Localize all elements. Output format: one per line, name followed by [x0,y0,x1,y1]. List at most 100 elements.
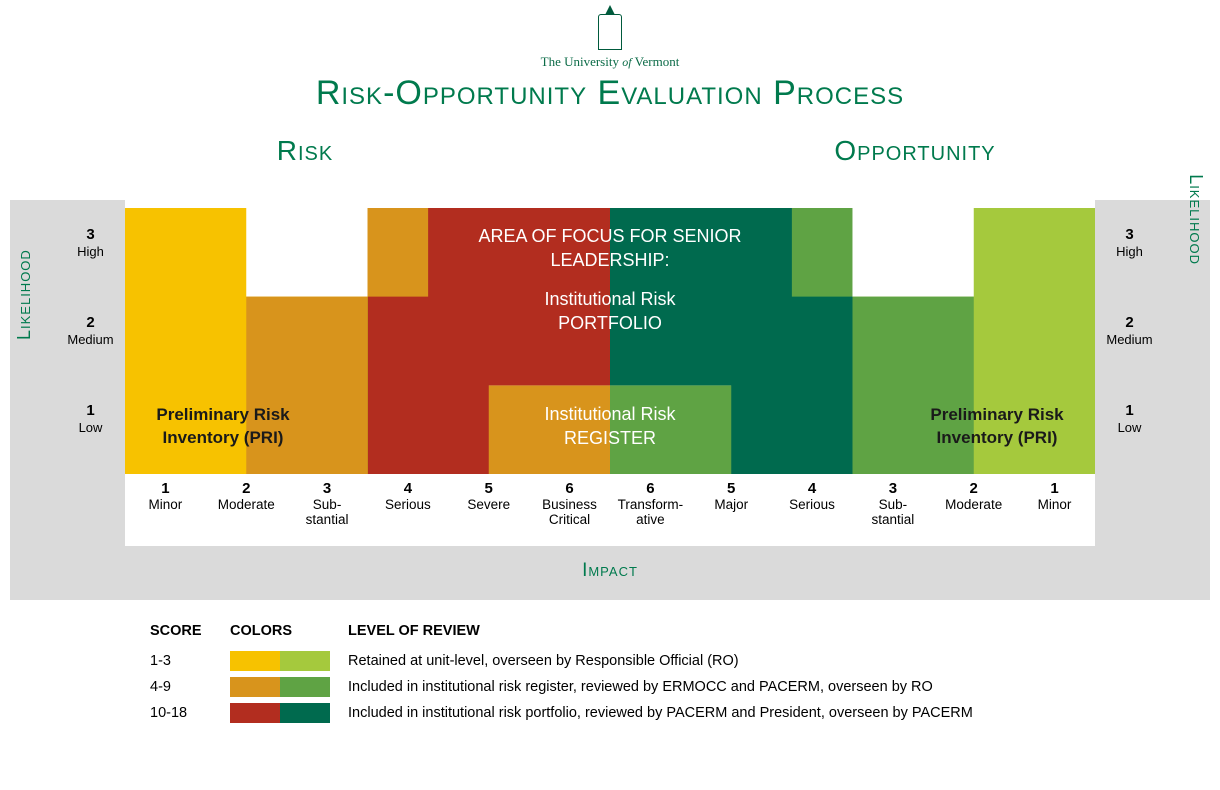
legend: SCORE COLORS LEVEL OF REVIEW 1-3 Retained… [140,618,973,726]
risk-heading: Risk [0,135,610,167]
x-tick-num: 1 [125,480,206,497]
y-tick-label: High [77,244,104,259]
y-tick-num: 2 [58,314,123,331]
legend-score-header: SCORE [140,623,230,639]
x-tick-label: Moderate [218,497,275,512]
y-axis-title-right: Likelihood [1185,174,1206,265]
x-tick-label: Severe [467,497,510,512]
legend-score: 1-3 [140,653,230,669]
x-tick-num: 5 [691,480,772,497]
y-tick-num: 3 [1097,226,1162,243]
y-axis-title-left: Likelihood [14,249,35,340]
y-tick-label: Medium [1106,332,1152,347]
x-tick: 1Minor [125,480,206,527]
y-tick: 3 High [1097,226,1162,259]
uvm-logo: The University of Vermont [0,14,1220,70]
legend-swatch [230,677,280,697]
y-tick: 2 Medium [1097,314,1162,347]
x-tick-num: 5 [448,480,529,497]
x-tick: 4Serious [367,480,448,527]
y-tick-label: Low [1118,420,1142,435]
portfolio-line: Institutional Risk [435,287,785,311]
opportunity-heading: Opportunity [610,135,1220,167]
pri-line: Inventory (PRI) [133,427,313,450]
legend-swatches [230,651,340,671]
legend-header-row: SCORE COLORS LEVEL OF REVIEW [140,618,973,644]
x-tick-label: Moderate [945,497,1002,512]
x-tick: 3Sub-stantial [852,480,933,527]
x-tick: 2Moderate [206,480,287,527]
x-tick: 6BusinessCritical [529,480,610,527]
y-tick: 3 High [58,226,123,259]
logo-tower-icon [598,14,622,50]
x-tick-label: Sub-stantial [871,497,914,527]
x-tick-num: 3 [852,480,933,497]
pri-line: Inventory (PRI) [907,427,1087,450]
legend-score: 4-9 [140,679,230,695]
legend-swatch [280,677,330,697]
x-tick-num: 2 [933,480,1014,497]
legend-score: 10-18 [140,705,230,721]
x-tick-label: BusinessCritical [542,497,597,527]
x-tick: 4Serious [772,480,853,527]
x-tick: 1Minor [1014,480,1095,527]
x-axis: 1Minor2Moderate3Sub-stantial4Serious5Sev… [125,480,1095,527]
x-tick-label: Minor [149,497,183,512]
university-name: The University of Vermont [541,54,680,70]
legend-desc: Retained at unit-level, overseen by Resp… [340,653,739,669]
legend-swatches [230,677,340,697]
section-headings: Risk Opportunity [0,135,1220,167]
x-tick-num: 4 [367,480,448,497]
y-tick: 1 Low [58,402,123,435]
x-axis-title: Impact [0,560,1220,582]
y-tick-label: High [1116,244,1143,259]
x-tick-label: Serious [385,497,431,512]
y-tick: 2 Medium [58,314,123,347]
x-tick-label: Serious [789,497,835,512]
register-label: Institutional Risk REGISTER [510,402,710,451]
y-tick: 1 Low [1097,402,1162,435]
legend-swatch [280,703,330,723]
x-tick-label: Minor [1038,497,1072,512]
page-title: Risk-Opportunity Evaluation Process [0,74,1220,113]
legend-swatches [230,703,340,723]
legend-level-header: LEVEL OF REVIEW [340,623,480,639]
legend-desc: Included in institutional risk register,… [340,679,933,695]
x-tick: 6Transform-ative [610,480,691,527]
y-tick-num: 3 [58,226,123,243]
y-tick-num: 1 [1097,402,1162,419]
y-tick-label: Low [79,420,103,435]
x-tick: 5Severe [448,480,529,527]
legend-row: 10-18Included in institutional risk port… [140,700,973,726]
register-line: REGISTER [510,426,710,450]
legend-row: 4-9 Included in institutional risk regist… [140,674,973,700]
portfolio-label: AREA OF FOCUS FOR SENIOR LEADERSHIP: Ins… [435,224,785,335]
legend-swatch [230,703,280,723]
portfolio-line: PORTFOLIO [435,311,785,335]
y-tick-label: Medium [67,332,113,347]
legend-swatch [230,651,280,671]
y-tick-num: 2 [1097,314,1162,331]
pri-risk-label: Preliminary Risk Inventory (PRI) [133,404,313,450]
header: The University of Vermont Risk-Opportuni… [0,0,1220,113]
pri-line: Preliminary Risk [133,404,313,427]
pri-opp-label: Preliminary Risk Inventory (PRI) [907,404,1087,450]
x-tick-label: Sub-stantial [306,497,349,527]
portfolio-line: AREA OF FOCUS FOR SENIOR [435,224,785,248]
legend-row: 1-3 Retained at unit-level, overseen by R… [140,648,973,674]
x-tick: 2Moderate [933,480,1014,527]
x-tick: 3Sub-stantial [287,480,368,527]
x-tick-num: 6 [529,480,610,497]
x-tick-num: 4 [772,480,853,497]
portfolio-line: LEADERSHIP: [435,248,785,272]
x-tick-num: 2 [206,480,287,497]
y-tick-num: 1 [58,402,123,419]
legend-swatch [280,651,330,671]
pri-line: Preliminary Risk [907,404,1087,427]
x-tick-num: 6 [610,480,691,497]
x-tick-label: Transform-ative [618,497,684,527]
risk-matrix: AREA OF FOCUS FOR SENIOR LEADERSHIP: Ins… [125,208,1095,474]
register-line: Institutional Risk [510,402,710,426]
x-tick-label: Major [714,497,748,512]
x-tick-num: 1 [1014,480,1095,497]
